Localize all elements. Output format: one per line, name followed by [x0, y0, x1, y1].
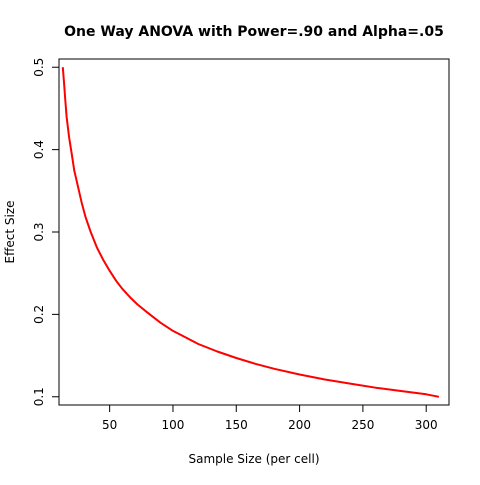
chart-title: One Way ANOVA with Power=.90 and Alpha=.…	[64, 24, 444, 40]
x-tick-label: 50	[102, 418, 117, 432]
y-tick-label: 0.1	[32, 387, 46, 406]
y-axis-label: Effect Size	[3, 201, 17, 264]
x-tick-label: 250	[351, 418, 374, 432]
x-tick-label: 100	[162, 418, 185, 432]
x-axis: 50 100 150 200 250 300	[102, 404, 438, 432]
y-tick-label: 0.5	[32, 58, 46, 77]
y-tick-label: 0.4	[32, 140, 46, 159]
y-tick-label: 0.3	[32, 222, 46, 241]
series-layer	[61, 67, 440, 398]
plot-frame	[58, 58, 450, 406]
x-tick-label: 200	[288, 418, 311, 432]
series-line	[61, 67, 440, 398]
y-axis: 0.1 0.2 0.3 0.4 0.5	[32, 58, 60, 406]
x-axis-label: Sample Size (per cell)	[188, 452, 319, 466]
y-tick-label: 0.2	[32, 305, 46, 324]
x-tick-label: 300	[415, 418, 438, 432]
x-tick-label: 150	[225, 418, 248, 432]
